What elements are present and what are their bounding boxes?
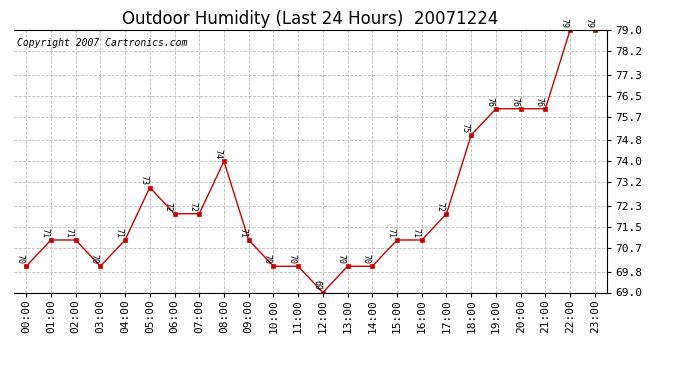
Text: 71: 71 (115, 228, 124, 238)
Text: Copyright 2007 Cartronics.com: Copyright 2007 Cartronics.com (17, 38, 187, 48)
Text: 70: 70 (263, 254, 272, 264)
Text: 76: 76 (485, 97, 494, 106)
Title: Outdoor Humidity (Last 24 Hours)  20071224: Outdoor Humidity (Last 24 Hours) 2007122… (122, 10, 499, 28)
Text: 72: 72 (436, 202, 445, 211)
Text: 71: 71 (65, 228, 74, 238)
Text: 76: 76 (510, 97, 519, 106)
Text: 72: 72 (188, 202, 197, 211)
Text: 70: 70 (15, 254, 24, 264)
Text: 79: 79 (584, 18, 593, 28)
Text: 70: 70 (362, 254, 371, 264)
Text: 71: 71 (40, 228, 49, 238)
Text: 69: 69 (312, 280, 321, 290)
Text: 70: 70 (337, 254, 346, 264)
Text: 73: 73 (139, 176, 148, 185)
Text: 71: 71 (386, 228, 395, 238)
Text: 72: 72 (164, 202, 172, 211)
Text: 79: 79 (560, 18, 569, 28)
Text: 76: 76 (535, 97, 544, 106)
Text: 70: 70 (90, 254, 99, 264)
Text: 71: 71 (238, 228, 247, 238)
Text: 75: 75 (460, 123, 469, 133)
Text: 74: 74 (213, 149, 222, 159)
Text: 70: 70 (288, 254, 297, 264)
Text: 71: 71 (411, 228, 420, 238)
